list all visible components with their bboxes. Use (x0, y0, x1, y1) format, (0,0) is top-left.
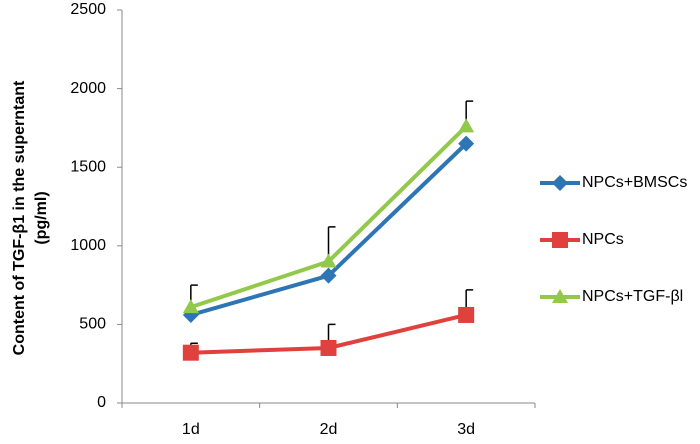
y-tick-label: 1000 (70, 237, 106, 254)
x-tick-label: 1d (182, 421, 200, 438)
legend-label: NPCs+TGF-βl (582, 288, 683, 305)
data-point (458, 306, 475, 323)
y-tick-label: 1500 (70, 158, 106, 175)
data-point (320, 339, 337, 356)
y-tick-label: 500 (79, 316, 106, 333)
x-tick-label: 2d (320, 421, 338, 438)
legend-marker (552, 289, 568, 303)
y-axis-title-line: Content of TGF-β1 in the superntant (11, 80, 28, 355)
y-tick-label: 0 (97, 394, 106, 411)
legend-marker (552, 232, 568, 248)
data-point (320, 253, 337, 268)
data-point (182, 344, 199, 361)
data-point (320, 267, 337, 284)
y-tick-label: 2000 (70, 80, 106, 97)
legend-marker (552, 175, 568, 191)
data-point (182, 299, 199, 314)
y-tick-label: 2500 (70, 1, 106, 18)
y-axis-title: Content of TGF-β1 in the superntant (pg/… (11, 80, 50, 355)
x-tick-label: 3d (457, 421, 475, 438)
data-point (458, 118, 475, 133)
data-point (458, 135, 475, 152)
legend-label: NPCs+BMSCs (582, 174, 687, 191)
legend-label: NPCs (582, 231, 624, 248)
y-axis-title-line: (pg/ml) (33, 191, 50, 244)
